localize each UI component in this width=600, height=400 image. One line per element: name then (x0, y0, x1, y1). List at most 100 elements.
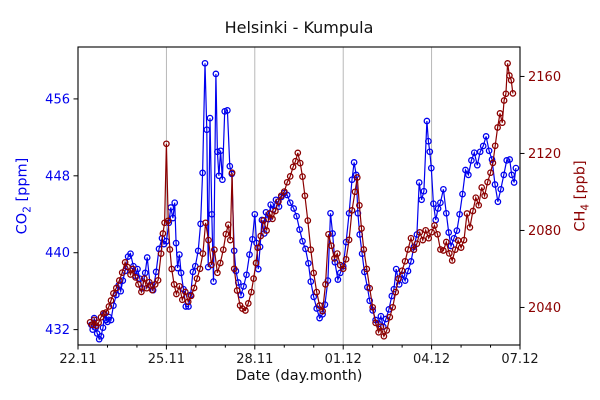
ch4-data-point (484, 178, 491, 186)
ch4-data-point (157, 250, 165, 257)
ch4-data-point (342, 255, 350, 263)
ch4-data-point (325, 230, 332, 238)
ch4-data-point (266, 210, 273, 217)
co2-data-point (348, 176, 356, 184)
ch4-data-point (496, 110, 504, 117)
co2-data-point (171, 199, 179, 207)
ch4-data-point (380, 332, 388, 340)
co2-data-point (246, 251, 253, 258)
ch4-data-point (181, 288, 189, 296)
co2-data-point (425, 137, 432, 145)
ch4-data-point (469, 207, 477, 215)
ch4-data-point (419, 236, 427, 244)
y-right-tick-label: 2160 (528, 70, 561, 85)
co2-data-point (127, 250, 134, 258)
x-tick-label: 22.11 (59, 352, 96, 367)
co2-data-point (377, 312, 385, 320)
ch4-data-point (498, 119, 506, 127)
co2-data-point (434, 205, 442, 212)
ch4-data-point (90, 316, 98, 324)
y-right-tick-label: 2080 (528, 224, 561, 239)
ch4-data-point (112, 284, 120, 292)
co2-data-point (453, 227, 461, 234)
ch4-data-point (166, 246, 174, 253)
ch4-data-point (178, 296, 186, 304)
co2-data-point (177, 269, 185, 277)
ch4-data-point (244, 300, 252, 307)
co2-data-point (240, 283, 247, 290)
co2-data-point (392, 265, 400, 273)
ch4-data-point (193, 275, 201, 282)
co2-data-point (203, 126, 211, 134)
ch4-data-point (107, 297, 115, 304)
plot-area (77, 46, 521, 346)
ch4-data-point (294, 149, 302, 157)
ch4-data-point (478, 184, 486, 191)
ch4-data-point (222, 230, 230, 238)
ch4-data-point (319, 307, 326, 315)
ch4-data-point (375, 328, 382, 336)
ch4-data-point (168, 265, 176, 273)
ch4-data-point (252, 259, 260, 267)
co2-data-point (423, 117, 431, 125)
co2-data-point (290, 205, 298, 212)
co2-data-point (462, 166, 469, 174)
ch4-data-point (154, 276, 162, 284)
co2-line (90, 63, 517, 341)
co2-data-point (447, 242, 455, 250)
ch4-data-point (313, 288, 321, 296)
co2-data-point (329, 230, 336, 237)
co2-data-point (506, 156, 514, 163)
ch4-data-point (95, 319, 102, 327)
ch4-data-point (135, 281, 142, 288)
ch4-data-point (333, 250, 341, 257)
co2-data-point (327, 209, 334, 217)
co2-data-point (212, 70, 220, 78)
co2-data-point (459, 190, 466, 198)
y-axis-label-ch4-sub: 4 (579, 203, 592, 211)
ch4-data-point (413, 240, 421, 248)
ch4-data-point (369, 303, 377, 311)
y-right-tick-label: 2040 (528, 301, 561, 316)
ch4-data-point (184, 298, 192, 306)
ch4-data-point (216, 259, 224, 267)
co2-data-point (305, 259, 312, 267)
co2-data-point (199, 169, 206, 177)
co2-data-point (491, 181, 499, 188)
ch4-data-point (176, 282, 183, 290)
co2-data-point (143, 254, 151, 261)
ch4-data-point (260, 217, 267, 224)
co2-data-point (307, 278, 315, 285)
ch4-data-point (392, 288, 400, 296)
ch4-data-point (286, 173, 294, 180)
ch4-data-point (205, 236, 212, 244)
ch4-data-point (143, 284, 151, 292)
co2-data-point (331, 258, 339, 266)
ch4-data-point (509, 90, 517, 97)
co2-data-point (503, 157, 511, 164)
co2-data-point (224, 107, 231, 114)
y-axis-label-co2-sub: 2 (21, 206, 34, 213)
ch4-data-point (472, 194, 480, 202)
co2-data-point (426, 148, 434, 156)
ch4-data-point (219, 246, 227, 254)
co2-data-point (249, 235, 256, 243)
y-axis-label-co2-prefix: CO (14, 212, 31, 235)
co2-data-point (310, 293, 318, 301)
ch4-data-point (304, 217, 312, 224)
co2-data-point (134, 265, 141, 273)
co2-data-point (169, 214, 177, 222)
co2-data-point (366, 297, 374, 305)
ch4-data-point (148, 286, 156, 294)
ch4-data-point (401, 257, 409, 265)
ch4-data-point (339, 265, 347, 273)
ch4-data-point (372, 319, 379, 327)
co2-data-point (401, 277, 409, 284)
ch4-data-point (263, 227, 270, 234)
ch4-data-point (398, 267, 406, 275)
co2-data-point (445, 229, 453, 236)
co2-data-point (442, 209, 450, 217)
co2-data-point (488, 156, 496, 163)
ch4-data-point (500, 97, 508, 104)
